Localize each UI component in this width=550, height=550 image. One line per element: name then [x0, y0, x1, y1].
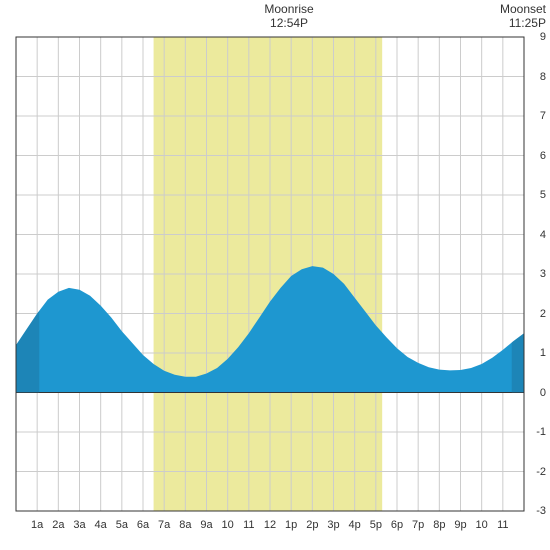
x-tick-label: 11 [497, 519, 508, 531]
y-tick-label: 1 [540, 347, 546, 359]
x-tick-label: 8a [179, 519, 191, 531]
x-tick-label: 7p [412, 519, 424, 531]
x-tick-label: 7a [158, 519, 170, 531]
y-tick-label: -2 [536, 466, 546, 478]
tide-night-overlay [16, 311, 39, 393]
x-axis-ticks: 1a 2a 3a 4a 5a 6a 7a 8a 9a 10 11 12 1p 2p 3p 4p 5p 6p 7p 8p… [0, 519, 550, 539]
x-tick-label: 9a [200, 519, 212, 531]
x-tick-label: 1a [31, 519, 43, 531]
grid [16, 37, 524, 511]
x-tick-label: 4a [95, 519, 107, 531]
x-tick-label: 5p [370, 519, 382, 531]
moonrise-label: Moonrise 12:54P [259, 2, 319, 30]
x-tick-label: 11 [243, 519, 254, 531]
y-tick-label: 9 [540, 31, 546, 43]
y-tick-label: 5 [540, 189, 546, 201]
y-tick-label: 6 [540, 150, 546, 162]
x-tick-label: 6a [137, 519, 149, 531]
y-tick-label: -3 [536, 505, 546, 517]
tide-chart [0, 0, 550, 550]
x-tick-label: 1p [285, 519, 297, 531]
y-tick-label: 3 [540, 268, 546, 280]
y-tick-label: 7 [540, 110, 546, 122]
x-tick-label: 4p [349, 519, 361, 531]
tide-chart-container: Moonrise 12:54P Moonset 11:25P -3-2-1012… [0, 0, 550, 550]
y-tick-label: -1 [536, 426, 546, 438]
x-tick-label: 2p [306, 519, 318, 531]
tide-night-overlay [512, 333, 524, 392]
y-tick-label: 4 [540, 229, 546, 241]
x-tick-label: 6p [391, 519, 403, 531]
x-tick-label: 10 [222, 519, 234, 531]
x-tick-label: 9p [454, 519, 466, 531]
y-tick-label: 0 [540, 387, 546, 399]
y-axis-ticks: -3 -2 -1 0 1 2 3 4 5 6 7 8 9 [524, 0, 550, 550]
x-tick-label: 12 [264, 519, 276, 531]
x-tick-label: 10 [476, 519, 488, 531]
moonrise-time: 12:54P [259, 16, 319, 30]
x-tick-label: 8p [433, 519, 445, 531]
x-tick-label: 3p [327, 519, 339, 531]
x-tick-label: 5a [116, 519, 128, 531]
moonrise-text: Moonrise [259, 2, 319, 16]
y-tick-label: 8 [540, 71, 546, 83]
x-tick-label: 2a [52, 519, 64, 531]
x-tick-label: 3a [73, 519, 85, 531]
y-tick-label: 2 [540, 308, 546, 320]
